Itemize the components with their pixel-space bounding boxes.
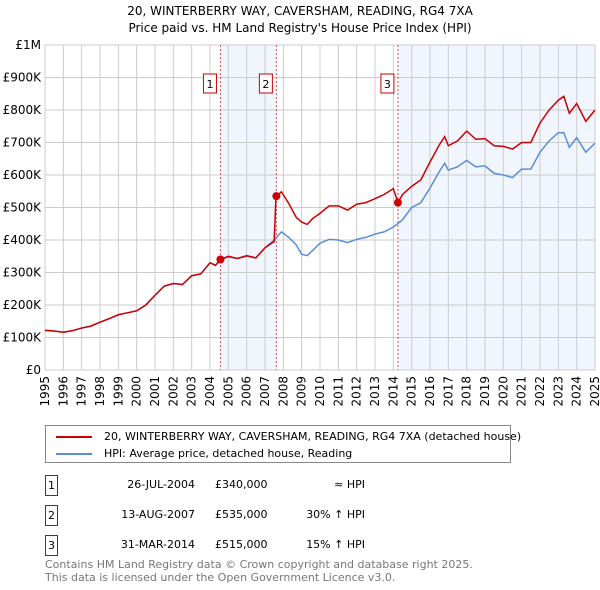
x-tick-label: 2002	[166, 376, 180, 407]
transaction-date: 13-AUG-2007	[121, 508, 195, 521]
footer-line: Contains HM Land Registry data © Crown c…	[45, 558, 473, 571]
legend-label: 20, WINTERBERRY WAY, CAVERSHAM, READING,…	[104, 430, 522, 443]
x-tick-label: 2003	[185, 376, 199, 407]
y-tick-label: £1M	[15, 38, 41, 52]
x-tick-label: 1998	[93, 376, 107, 407]
x-tick-label: 2024	[570, 376, 584, 407]
y-tick-label: £100K	[3, 331, 43, 345]
marker-badge: 2	[45, 505, 58, 526]
x-tick-label: 2015	[405, 376, 419, 407]
x-tick-label: 1997	[75, 376, 89, 407]
price-chart: 20, WINTERBERRY WAY, CAVERSHAM, READING,…	[3, 4, 600, 407]
x-tick-label: 2016	[423, 376, 437, 407]
transaction-date: 31-MAR-2014	[120, 538, 195, 551]
x-tick-label: 2008	[276, 376, 290, 407]
transaction-row: 1 26-JUL-2004 £340,000 ≈ HPI	[45, 475, 445, 496]
x-tick-label: 2014	[386, 376, 400, 407]
x-tick-label: 2010	[313, 376, 327, 407]
transaction-price: £535,000	[215, 508, 268, 521]
transaction-hpi: 15% ↑ HPI	[306, 538, 365, 551]
x-tick-label: 2018	[460, 376, 474, 407]
x-tick-label: 1995	[38, 376, 52, 407]
sale-label: 3	[384, 78, 391, 91]
sale-point	[393, 198, 402, 207]
legend-swatch-blue	[56, 452, 92, 455]
transaction-hpi: 30% ↑ HPI	[306, 508, 365, 521]
y-tick-label: £800K	[3, 103, 43, 117]
x-tick-label: 2021	[515, 376, 529, 407]
y-tick-label: £500K	[3, 201, 43, 215]
sale-point	[272, 192, 281, 201]
sale-label: 1	[206, 78, 213, 91]
y-tick-label: £600K	[3, 168, 43, 182]
sale-label-box	[202, 73, 217, 94]
x-tick-label: 2017	[441, 376, 455, 407]
x-tick-label: 2020	[496, 376, 510, 407]
legend-item-hpi: HPI: Average price, detached house, Read…	[56, 447, 352, 460]
x-tick-label: 2019	[478, 376, 492, 407]
sale-label-box	[380, 73, 395, 94]
transaction-price: £340,000	[215, 478, 268, 491]
y-tick-label: £900K	[3, 71, 43, 85]
sale-point	[216, 255, 225, 264]
legend: 20, WINTERBERRY WAY, CAVERSHAM, READING,…	[45, 425, 521, 463]
y-tick-label: £400K	[3, 233, 43, 247]
marker-badge: 1	[45, 475, 58, 496]
footer: Contains HM Land Registry data © Crown c…	[45, 558, 473, 584]
x-tick-label: 2013	[368, 376, 382, 407]
x-tick-label: 2001	[148, 376, 162, 407]
x-tick-label: 2022	[533, 376, 547, 407]
legend-label: HPI: Average price, detached house, Read…	[104, 447, 353, 460]
x-tick-label: 2005	[221, 376, 235, 407]
y-tick-label: £0	[26, 363, 41, 377]
chart-title: 20, WINTERBERRY WAY, CAVERSHAM, READING,…	[127, 4, 473, 18]
transaction-row: 3 31-MAR-2014 £515,000 15% ↑ HPI	[45, 535, 445, 556]
x-tick-label: 2004	[203, 376, 217, 407]
y-tick-label: £700K	[3, 136, 43, 150]
x-tick-label: 2006	[240, 376, 254, 407]
x-tick-label: 2023	[551, 376, 565, 407]
legend-swatch-red	[56, 435, 92, 438]
x-tick-label: 2011	[331, 376, 345, 407]
x-tick-label: 2009	[295, 376, 309, 407]
legend-item-property: 20, WINTERBERRY WAY, CAVERSHAM, READING,…	[56, 430, 521, 443]
chart-subtitle: Price paid vs. HM Land Registry's House …	[128, 21, 471, 35]
transaction-hpi: ≈ HPI	[334, 478, 365, 491]
x-tick-label: 1999	[111, 376, 125, 407]
x-tick-label: 1996	[56, 376, 70, 407]
x-tick-label: 2007	[258, 376, 272, 407]
property-price-line	[44, 95, 596, 334]
marker-badge: 3	[45, 535, 58, 556]
transaction-date: 26-JUL-2004	[127, 478, 195, 491]
x-tick-label: 2012	[350, 376, 364, 407]
sale-label: 2	[262, 78, 269, 91]
footer-line: This data is licensed under the Open Gov…	[45, 571, 396, 584]
y-tick-label: £200K	[3, 298, 43, 312]
sale-label-box	[258, 73, 273, 94]
transaction-row: 2 13-AUG-2007 £535,000 30% ↑ HPI	[45, 505, 445, 526]
x-tick-label: 2025	[588, 376, 600, 407]
x-tick-label: 2000	[130, 376, 144, 407]
y-tick-label: £300K	[3, 266, 43, 280]
transaction-price: £515,000	[215, 538, 268, 551]
